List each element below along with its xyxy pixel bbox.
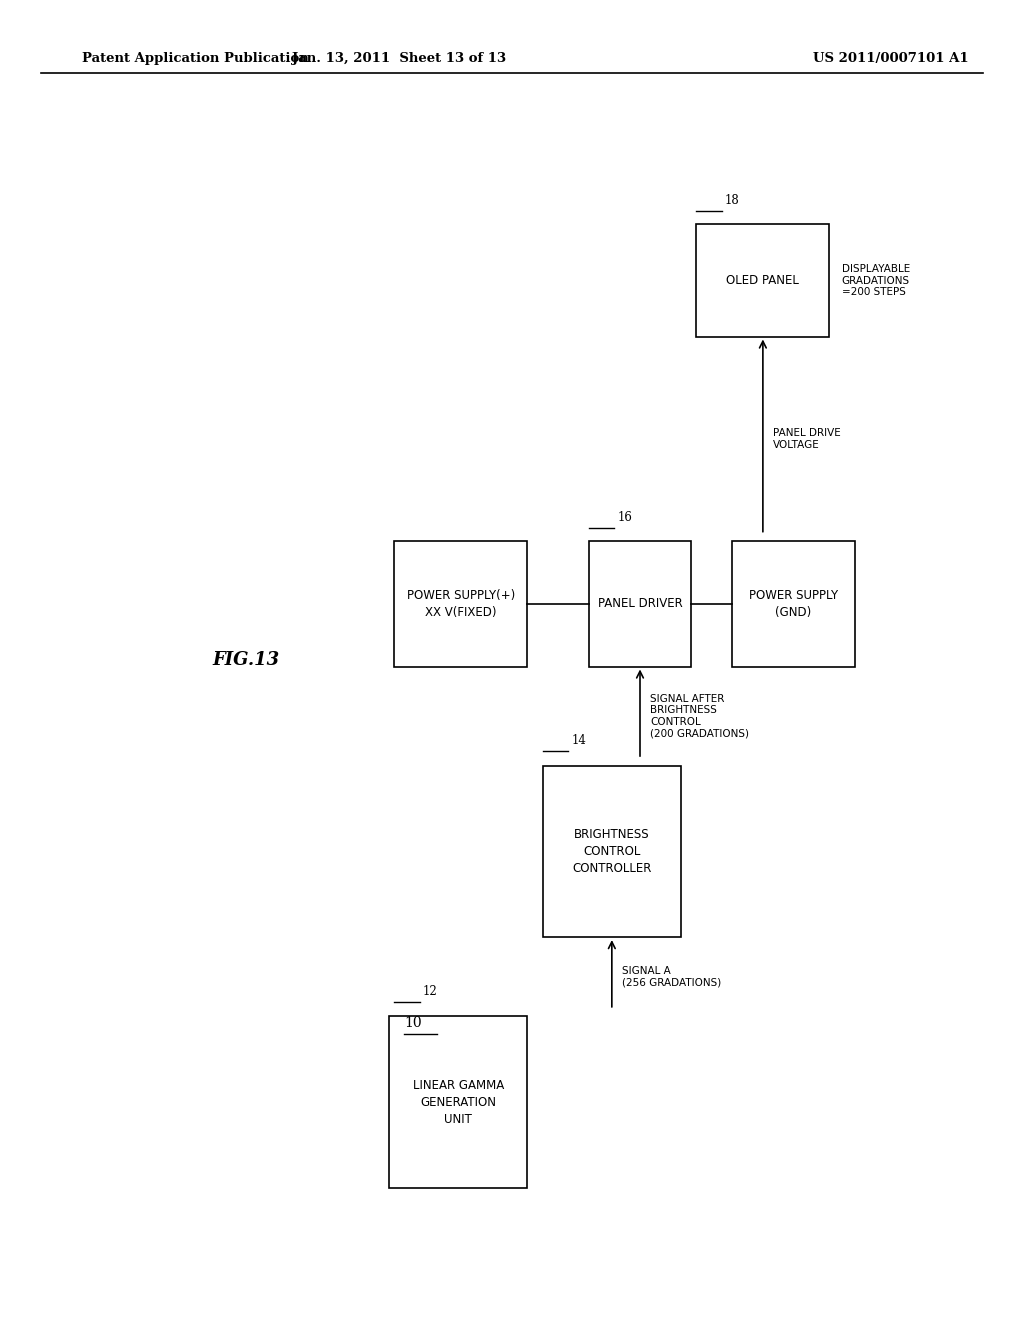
Text: 12: 12 bbox=[423, 985, 437, 998]
Text: SIGNAL A
(256 GRADATIONS): SIGNAL A (256 GRADATIONS) bbox=[623, 966, 721, 987]
Bar bbox=[389, 1016, 527, 1188]
Text: Jan. 13, 2011  Sheet 13 of 13: Jan. 13, 2011 Sheet 13 of 13 bbox=[292, 53, 507, 65]
Text: LINEAR GAMMA
GENERATION
UNIT: LINEAR GAMMA GENERATION UNIT bbox=[413, 1078, 504, 1126]
Text: 18: 18 bbox=[725, 194, 739, 207]
Bar bbox=[732, 541, 855, 667]
Text: PANEL DRIVER: PANEL DRIVER bbox=[598, 598, 682, 610]
Text: POWER SUPPLY
(GND): POWER SUPPLY (GND) bbox=[749, 589, 839, 619]
Text: PANEL DRIVE
VOLTAGE: PANEL DRIVE VOLTAGE bbox=[773, 428, 841, 450]
Text: FIG.13: FIG.13 bbox=[212, 651, 280, 669]
Bar bbox=[589, 541, 691, 667]
Bar bbox=[543, 766, 681, 937]
Text: SIGNAL AFTER
BRIGHTNESS
CONTROL
(200 GRADATIONS): SIGNAL AFTER BRIGHTNESS CONTROL (200 GRA… bbox=[650, 694, 750, 738]
Text: US 2011/0007101 A1: US 2011/0007101 A1 bbox=[813, 53, 969, 65]
Bar bbox=[696, 224, 829, 337]
Text: 14: 14 bbox=[571, 734, 587, 747]
Text: DISPLAYABLE
GRADATIONS
=200 STEPS: DISPLAYABLE GRADATIONS =200 STEPS bbox=[842, 264, 910, 297]
Text: 10: 10 bbox=[404, 1016, 422, 1030]
Bar bbox=[394, 541, 527, 667]
Text: Patent Application Publication: Patent Application Publication bbox=[82, 53, 308, 65]
Text: OLED PANEL: OLED PANEL bbox=[726, 275, 800, 286]
Text: BRIGHTNESS
CONTROL
CONTROLLER: BRIGHTNESS CONTROL CONTROLLER bbox=[572, 828, 651, 875]
Text: POWER SUPPLY(+)
XX V(FIXED): POWER SUPPLY(+) XX V(FIXED) bbox=[407, 589, 515, 619]
Text: 16: 16 bbox=[617, 511, 633, 524]
